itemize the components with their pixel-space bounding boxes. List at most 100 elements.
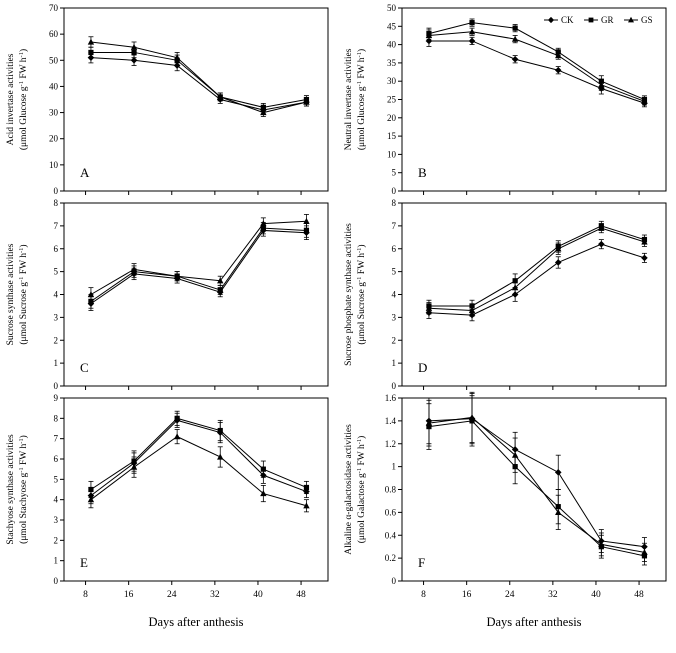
x-tick-label: 32 <box>548 590 558 600</box>
y-tick-label: 15 <box>387 131 397 141</box>
y-axis-title-line1: Sucrose phosphate synthase activities <box>344 223 354 366</box>
y-tick-label: 0.2 <box>385 553 396 563</box>
series-CK <box>425 35 648 108</box>
y-tick-label: 7 <box>54 221 59 231</box>
series-line <box>428 40 645 104</box>
series-line <box>90 229 307 305</box>
panel-D: 0 1 2 3 4 5 6 7 8 Sucrose phosphate synthase acti… <box>338 195 676 390</box>
series-line <box>90 419 307 496</box>
y-tick-label: 0.4 <box>385 530 397 540</box>
panel-E-chart: 0 1 2 3 4 5 6 7 8 9 8 16 24 32 40 48 Days after anthesis… <box>6 393 329 629</box>
triangle-marker-icon <box>468 28 476 35</box>
series-line <box>428 227 645 312</box>
series-GR <box>88 46 310 112</box>
panel-B: 0 5 10 15 20 25 30 35 40 45 50 Neutral invertase ac… <box>338 0 676 195</box>
series-line <box>90 417 307 490</box>
y-tick-label: 5 <box>392 267 397 277</box>
series-GR <box>426 18 648 104</box>
square-marker-icon <box>303 484 310 491</box>
series-GS <box>87 429 310 513</box>
panel-D-chart: 0 1 2 3 4 5 6 7 8 Sucrose phosphate synthase acti… <box>344 198 667 390</box>
panel-B-chart: 0 5 10 15 20 25 30 35 40 45 50 Neutral invertase ac… <box>344 3 667 195</box>
y-axis-title-line1: Neutral invertase activities <box>344 48 354 150</box>
triangle-marker-icon <box>87 496 95 503</box>
panel-E: 0 1 2 3 4 5 6 7 8 9 8 16 24 32 40 48 Days after anthesis… <box>0 390 338 653</box>
square-marker-icon <box>217 287 223 293</box>
x-tick-label: 16 <box>462 590 472 600</box>
y-tick-label: 7 <box>54 434 59 444</box>
triangle-marker-icon <box>217 277 224 284</box>
triangle-marker-icon <box>555 508 562 515</box>
panel-letter: E <box>80 555 88 570</box>
y-tick-label: 4 <box>54 495 59 505</box>
triangle-marker-icon <box>641 97 648 104</box>
y-tick-label: 20 <box>387 113 397 123</box>
y-axis-title-line1: Stachyose synthase activities <box>6 434 16 545</box>
y-tick-label: 1.4 <box>385 416 397 426</box>
series-CK <box>425 393 648 557</box>
series-line <box>90 41 307 114</box>
y-axis-title-line2: (μmol Glucose g-1 FW h-1) <box>356 49 368 150</box>
triangle-marker-icon <box>425 419 433 426</box>
square-marker-icon <box>303 227 310 234</box>
series-line <box>90 220 307 295</box>
legend-diamond-icon <box>547 16 555 24</box>
panel-A: 0 10 20 30 40 50 60 70 Acid invertase activities… <box>0 0 338 195</box>
triangle-marker-icon <box>130 265 138 272</box>
y-axis-title-line2: (μmol Stachyose g-1 FW h-1) <box>18 435 30 544</box>
legend: CK GR GS <box>544 15 653 25</box>
y-tick-label: 50 <box>387 3 397 13</box>
x-tick-label: 24 <box>167 590 177 600</box>
y-tick-label: 60 <box>49 29 59 39</box>
y-tick-label: 0 <box>392 576 397 586</box>
y-tick-label: 50 <box>49 55 59 65</box>
legend-square-icon <box>588 17 594 23</box>
triangle-marker-icon <box>641 238 648 245</box>
y-tick-label: 7 <box>392 221 397 231</box>
series-line <box>90 227 307 302</box>
y-tick-label: 0 <box>54 186 59 195</box>
y-tick-label: 0 <box>54 576 59 586</box>
x-tick-label: 40 <box>591 590 601 600</box>
x-tick-label: 24 <box>505 590 515 600</box>
triangle-marker-icon <box>87 291 95 298</box>
series-line <box>428 418 645 548</box>
triangle-marker-icon <box>173 433 181 440</box>
y-axis-title-line2: (μmol Galactose g-1 FW h-1) <box>356 436 368 544</box>
y-tick-label: 2 <box>392 335 397 345</box>
y-axis-title-line2: (μmol Sucrose g-1 FW h-1) <box>18 244 30 344</box>
y-tick-label: 0.8 <box>385 485 397 495</box>
square-marker-icon <box>260 466 266 472</box>
square-marker-icon <box>469 20 475 26</box>
panel-F: 0 0.2 0.4 0.6 0.8 1 1.2 1.4 1.6 8 16 24 32 40 48 Days a… <box>338 390 676 653</box>
series-GS <box>425 391 648 562</box>
series-line <box>428 31 645 102</box>
panel-letter: A <box>80 165 90 180</box>
y-tick-label: 5 <box>54 474 59 484</box>
y-tick-label: 0 <box>392 186 397 195</box>
square-marker-icon <box>174 415 180 421</box>
y-tick-label: 8 <box>392 198 397 208</box>
panel-C-chart: 0 1 2 3 4 5 6 7 8 Sucrose synthase activities (μmo… <box>6 198 329 390</box>
panel-A-chart: 0 10 20 30 40 50 60 70 Acid invertase activities… <box>6 3 329 195</box>
panel-F-chart: 0 0.2 0.4 0.6 0.8 1 1.2 1.4 1.6 8 16 24 32 40 48 Days a… <box>344 391 667 629</box>
plot-frame <box>401 7 667 192</box>
triangle-marker-icon <box>260 220 267 227</box>
y-tick-label: 5 <box>392 168 397 178</box>
series-GR <box>88 410 310 499</box>
y-tick-label: 20 <box>49 134 59 144</box>
y-tick-label: 6 <box>54 454 59 464</box>
series-GS <box>87 214 310 302</box>
series-line <box>90 51 307 108</box>
x-tick-label: 48 <box>634 590 644 600</box>
y-tick-label: 30 <box>387 76 397 86</box>
plot-frame <box>401 202 667 387</box>
panel-letter: D <box>418 360 427 375</box>
y-tick-label: 10 <box>49 160 59 170</box>
series-line <box>428 22 645 100</box>
plot-frame <box>63 7 329 192</box>
triangle-marker-icon <box>303 217 310 224</box>
triangle-marker-icon <box>303 98 310 105</box>
triangle-marker-icon <box>598 224 605 231</box>
triangle-marker-icon <box>511 451 519 458</box>
